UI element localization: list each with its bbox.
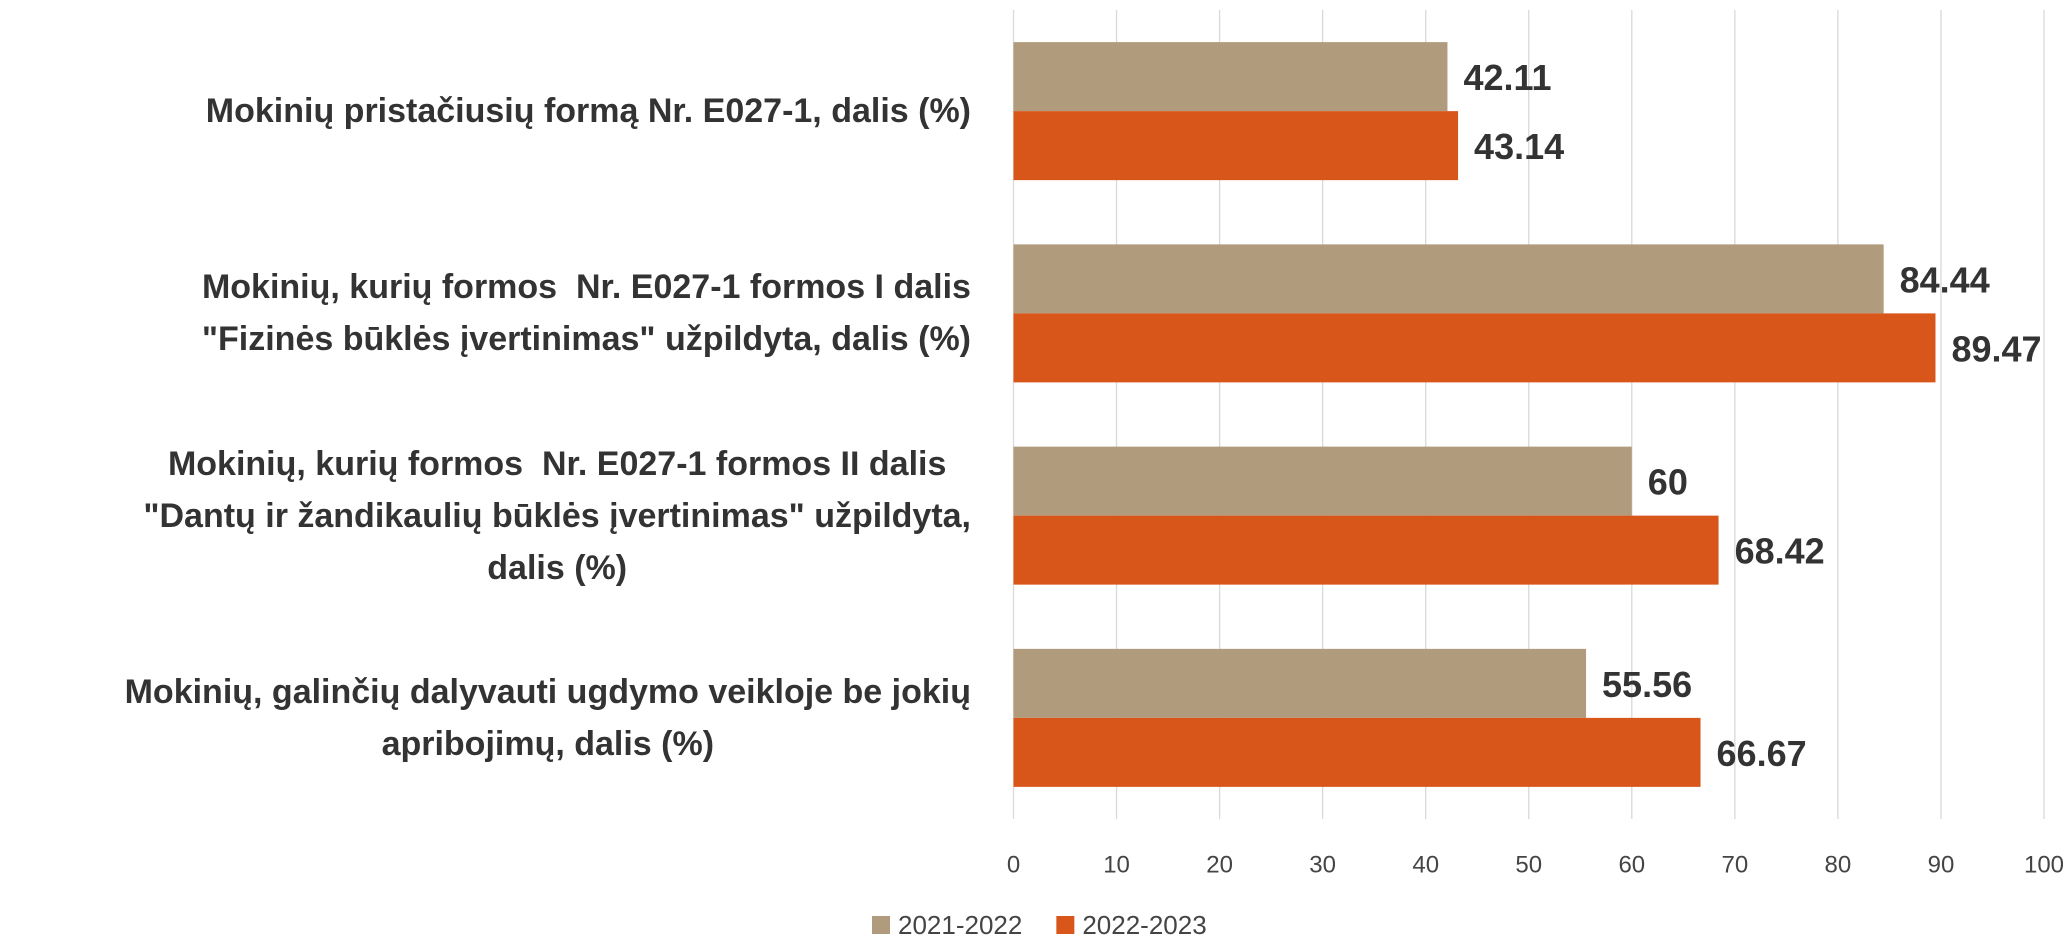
value-label: 55.56 (1602, 664, 1692, 705)
x-tick-label: 20 (1206, 851, 1233, 878)
value-label: 89.47 (1951, 328, 2041, 369)
category-label: Mokinių, kurių formos Nr. E027-1 formos … (143, 444, 971, 587)
bar (1013, 446, 1632, 516)
legend-label: 2021-2022 (898, 910, 1022, 939)
value-label: 42.11 (1463, 57, 1551, 98)
bar (1013, 244, 1884, 314)
x-tick-label: 50 (1515, 851, 1542, 878)
category-label: Mokinių pristačiusių formą Nr. E027-1, d… (205, 92, 971, 131)
x-tick-label: 40 (1412, 851, 1439, 878)
x-tick-label: 30 (1309, 851, 1336, 878)
bar (1013, 313, 1936, 383)
value-label: 68.42 (1735, 531, 1825, 572)
x-tick-label: 0 (1007, 851, 1020, 878)
bar (1013, 648, 1587, 718)
bar (1013, 515, 1719, 585)
x-tick-label: 80 (1825, 851, 1852, 878)
x-tick-label: 60 (1618, 851, 1645, 878)
bar (1013, 42, 1448, 112)
bar (1013, 111, 1459, 181)
x-tick-label: 100 (2024, 851, 2064, 878)
value-label: 43.14 (1474, 126, 1564, 167)
category-label: Mokinių, kurių formos Nr. E027-1 formos … (201, 268, 971, 359)
bar (1013, 717, 1701, 787)
legend-swatch (1056, 916, 1075, 934)
x-tick-label: 90 (1928, 851, 1955, 878)
x-tick-label: 70 (1721, 851, 1748, 878)
x-tick-label: 10 (1103, 851, 1130, 878)
value-label: 60 (1648, 462, 1688, 503)
legend-label: 2022-2023 (1082, 910, 1206, 939)
value-label: 84.44 (1900, 259, 1990, 300)
legend-swatch (872, 916, 890, 934)
category-label: Mokinių, galinčių dalyvauti ugdymo veikl… (124, 672, 971, 763)
value-label: 66.67 (1717, 733, 1807, 774)
